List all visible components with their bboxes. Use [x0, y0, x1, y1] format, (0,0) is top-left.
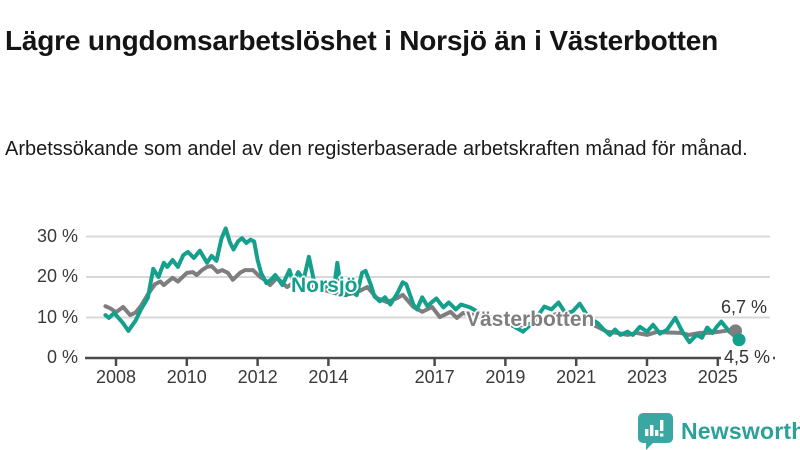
series-label-vasterbotten: Västerbotten	[466, 308, 595, 331]
newsworthy-logo-icon	[638, 413, 673, 450]
x-tick-label: 2017	[414, 367, 455, 387]
chart-subtitle: Arbetssökande som andel av den registerb…	[5, 138, 748, 160]
page-title: Lägre ungdomsarbetslöshet i Norsjö än i …	[5, 24, 719, 56]
y-tick-label: 30 %	[36, 225, 78, 246]
x-tick-label: 2019	[485, 367, 526, 387]
x-tick-label: 2014	[308, 367, 349, 387]
newsworthy-logo: Newsworthy	[637, 412, 800, 450]
x-tick-label: 2008	[95, 367, 137, 387]
end-dot-norsjo	[732, 333, 746, 347]
x-tick-label: 2023	[626, 367, 668, 387]
end-value-label-vasterbotten: 6,7 %	[721, 297, 768, 317]
y-tick-label: 10 %	[36, 306, 78, 327]
x-tick-label: 2010	[166, 367, 207, 387]
y-tick-label: 0 %	[46, 347, 78, 367]
newsworthy-logo-text: Newsworthy	[681, 417, 800, 444]
x-tick-label: 2021	[556, 367, 597, 387]
series-label-norsjo: Norsjö	[291, 274, 358, 297]
x-tick-label: 2012	[237, 367, 278, 387]
line-norsjo	[103, 226, 741, 345]
y-tick-label: 20 %	[36, 266, 78, 286]
x-tick-label: 2025	[697, 367, 738, 387]
end-value-label-norsjo: 4,5 %	[721, 347, 774, 368]
